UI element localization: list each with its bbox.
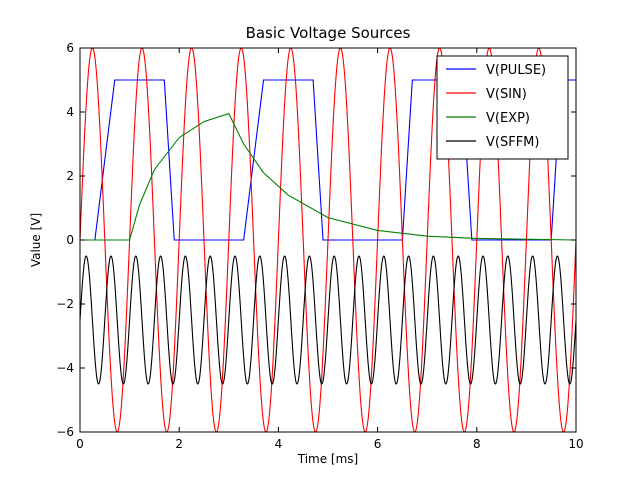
series-line-0 xyxy=(80,79,576,241)
y-tick-label: 0 xyxy=(66,233,74,247)
y-tick-label: −6 xyxy=(56,425,74,439)
legend-label-2: V(EXP) xyxy=(486,111,530,126)
y-tick-label: 4 xyxy=(66,105,74,119)
chart-title: Basic Voltage Sources xyxy=(246,24,411,42)
legend: V(PULSE) V(SIN) V(EXP) V(SFFM) xyxy=(436,55,569,160)
legend-box xyxy=(436,55,569,160)
x-axis: 0 2 4 6 8 10 xyxy=(76,48,584,451)
series-line-2 xyxy=(80,112,576,241)
x-tick-label: 4 xyxy=(275,437,283,451)
x-tick-label: 2 xyxy=(175,437,183,451)
x-axis-label: Time [ms] xyxy=(297,452,359,466)
y-tick-label: 2 xyxy=(66,169,74,183)
legend-label-1: V(SIN) xyxy=(486,87,527,102)
legend-label-0: V(PULSE) xyxy=(486,63,546,78)
series-line-3 xyxy=(80,255,576,385)
y-tick-label: −4 xyxy=(56,361,74,375)
x-tick-label: 0 xyxy=(76,437,84,451)
y-tick-label: −2 xyxy=(56,297,74,311)
y-tick-label: 6 xyxy=(66,41,74,55)
y-axis: 6 4 2 0 −2 −4 −6 xyxy=(56,41,576,439)
legend-label-3: V(SFFM) xyxy=(486,135,539,150)
y-axis-label: Value [V] xyxy=(29,213,43,267)
x-tick-label: 8 xyxy=(473,437,481,451)
x-tick-label: 6 xyxy=(374,437,382,451)
x-tick-label: 10 xyxy=(568,437,583,451)
